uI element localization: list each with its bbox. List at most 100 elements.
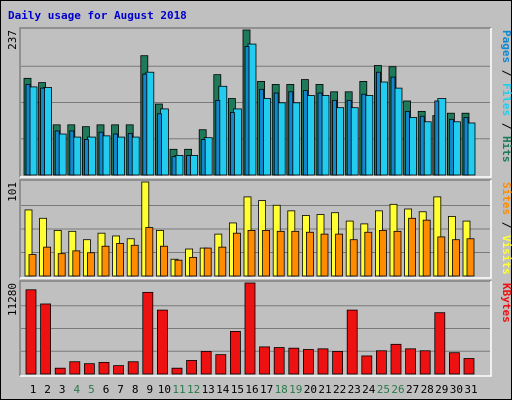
- bar-sites-day-30: [451, 239, 460, 277]
- bar-sites-day-23: [349, 239, 358, 277]
- bar-pages-day-29: [434, 100, 440, 176]
- bar-sites-day-21: [320, 233, 329, 277]
- day-label-10: 10: [158, 383, 171, 396]
- legend-separator: /: [500, 116, 512, 136]
- bar-pages-day-12: [186, 155, 192, 176]
- bar-sites-day-29: [437, 236, 446, 277]
- day-label-31: 31: [464, 383, 477, 396]
- bar-kbytes-day-21: [317, 348, 329, 375]
- bar-pages-day-30: [448, 118, 454, 176]
- kbytes-panel: 11280 KBytes: [6, 280, 512, 377]
- day-label-7: 7: [117, 383, 124, 396]
- bar-sites-day-5: [87, 252, 95, 277]
- bar-sites-day-9: [145, 227, 154, 277]
- bar-pages-day-16: [244, 46, 250, 176]
- bar-pages-day-19: [288, 91, 294, 176]
- bar-pages-day-8: [127, 132, 133, 176]
- bar-pages-day-11: [171, 156, 177, 176]
- bar-kbytes-day-7: [113, 365, 124, 375]
- bar-sites-day-27: [408, 217, 417, 277]
- bar-sites-day-10: [159, 245, 168, 277]
- bar-pages-day-13: [200, 139, 206, 176]
- legend-kbytes: KBytes: [500, 283, 512, 323]
- day-label-21: 21: [318, 383, 331, 396]
- bar-pages-day-31: [463, 117, 469, 176]
- day-label-8: 8: [132, 383, 139, 396]
- bar-pages-day-10: [156, 113, 162, 176]
- bar-pages-day-20: [302, 90, 308, 176]
- bar-kbytes-day-4: [69, 361, 81, 375]
- panel-shadow: [19, 179, 491, 278]
- panel-highlight: [20, 28, 492, 178]
- day-label-22: 22: [333, 383, 346, 396]
- bar-kbytes-day-10: [156, 309, 168, 375]
- bar-kbytes-day-12: [186, 360, 198, 375]
- bar-kbytes-day-30: [448, 352, 460, 375]
- day-label-13: 13: [202, 383, 215, 396]
- bar-kbytes-day-31: [463, 358, 475, 375]
- bar-kbytes-day-9: [142, 291, 154, 375]
- bar-sites-day-24: [364, 231, 373, 277]
- day-label-25: 25: [377, 383, 390, 396]
- bar-sites-day-14: [218, 246, 227, 277]
- bar-pages-day-6: [98, 131, 104, 176]
- day-label-24: 24: [362, 383, 376, 396]
- day-label-12: 12: [187, 383, 200, 396]
- bar-pages-day-27: [405, 110, 411, 176]
- day-label-4: 4: [73, 383, 80, 396]
- bar-sites-day-3: [57, 253, 66, 277]
- hits-files-pages-panel: 237 Pages / Files / Hits: [6, 27, 512, 178]
- bar-sites-day-17: [262, 229, 271, 277]
- y-max-label: 11280: [6, 283, 19, 316]
- bar-visits-day-1: [24, 209, 33, 277]
- y-max-label: 101: [6, 182, 19, 202]
- panel-shadow: [19, 27, 491, 177]
- panel-highlight: [20, 281, 492, 377]
- bar-kbytes-day-18: [273, 347, 285, 375]
- visits-sites-panel: 101 Sites / Visits: [6, 179, 512, 279]
- day-label-29: 29: [435, 383, 448, 396]
- bar-sites-day-22: [335, 233, 344, 277]
- day-label-23: 23: [348, 383, 361, 396]
- day-label-26: 26: [391, 383, 404, 396]
- legend-files: Files: [500, 83, 512, 116]
- legend: Pages / Files / Hits: [500, 30, 512, 163]
- bar-sites-day-13: [203, 247, 212, 277]
- bar-sites-day-7: [116, 243, 124, 277]
- day-label-1: 1: [30, 383, 37, 396]
- day-label-15: 15: [231, 383, 244, 396]
- legend-pages: Pages: [500, 30, 512, 63]
- bar-pages-day-2: [40, 87, 45, 176]
- legend-visits: Visits: [500, 235, 512, 275]
- bar-pages-day-17: [259, 88, 265, 176]
- bar-kbytes-day-29: [434, 312, 446, 375]
- bar-pages-day-23: [346, 99, 352, 176]
- bar-pages-day-22: [332, 99, 338, 176]
- bar-kbytes-day-1: [25, 289, 37, 375]
- day-label-3: 3: [59, 383, 66, 396]
- bar-sites-day-15: [232, 232, 241, 277]
- legend-separator: /: [500, 63, 512, 83]
- bar-sites-day-26: [393, 230, 402, 277]
- bar-kbytes-day-5: [84, 363, 95, 375]
- bar-kbytes-day-2: [40, 303, 51, 375]
- bar-kbytes-day-11: [171, 367, 183, 375]
- bar-kbytes-day-26: [390, 343, 402, 375]
- bar-pages-day-21: [317, 92, 323, 176]
- panel-highlight: [20, 180, 492, 279]
- day-label-5: 5: [88, 383, 95, 396]
- bar-kbytes-day-3: [54, 367, 66, 375]
- bar-kbytes-day-16: [244, 282, 256, 375]
- bar-kbytes-day-22: [332, 351, 344, 375]
- bar-sites-day-4: [72, 250, 81, 277]
- bar-kbytes-day-13: [200, 351, 212, 375]
- bar-pages-day-7: [113, 133, 118, 176]
- day-label-27: 27: [406, 383, 419, 396]
- bar-kbytes-day-27: [405, 348, 417, 375]
- bar-kbytes-day-28: [419, 350, 431, 375]
- y-max-label: 237: [6, 30, 19, 50]
- day-label-30: 30: [450, 383, 463, 396]
- day-label-28: 28: [421, 383, 434, 396]
- day-label-2: 2: [44, 383, 51, 396]
